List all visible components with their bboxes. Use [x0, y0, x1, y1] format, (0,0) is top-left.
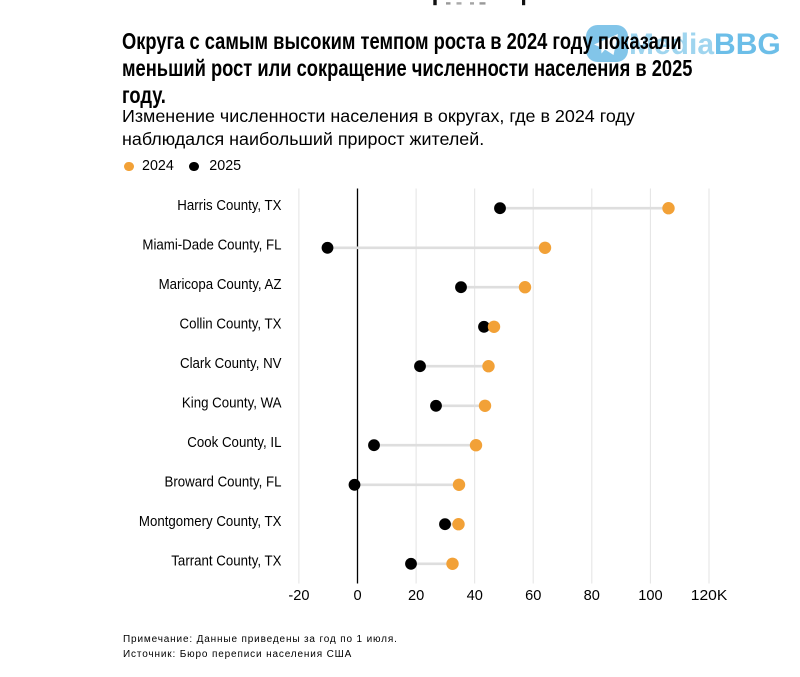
svg-text:Tarrant County, TX: Tarrant County, TX: [171, 554, 281, 570]
svg-text:0: 0: [353, 588, 361, 604]
svg-text:-20: -20: [288, 588, 309, 604]
svg-text:Montgomery County, TX: Montgomery County, TX: [139, 514, 282, 530]
svg-text:Cook County, IL: Cook County, IL: [187, 435, 281, 451]
svg-text:80: 80: [584, 588, 600, 604]
svg-text:20: 20: [408, 588, 424, 604]
svg-text:King County, WA: King County, WA: [182, 395, 282, 411]
svg-text:60: 60: [525, 588, 541, 604]
svg-text:120K: 120K: [691, 588, 728, 604]
svg-text:Maricopa County, AZ: Maricopa County, AZ: [159, 277, 282, 293]
svg-text:Collin County, TX: Collin County, TX: [180, 316, 282, 332]
svg-text:Miami-Dade County, FL: Miami-Dade County, FL: [142, 237, 281, 253]
svg-text:Broward County, FL: Broward County, FL: [165, 474, 282, 490]
svg-text:100: 100: [638, 588, 662, 604]
svg-text:40: 40: [467, 588, 483, 604]
svg-text:Harris County, TX: Harris County, TX: [177, 198, 281, 214]
svg-text:Clark County, NV: Clark County, NV: [180, 356, 282, 372]
